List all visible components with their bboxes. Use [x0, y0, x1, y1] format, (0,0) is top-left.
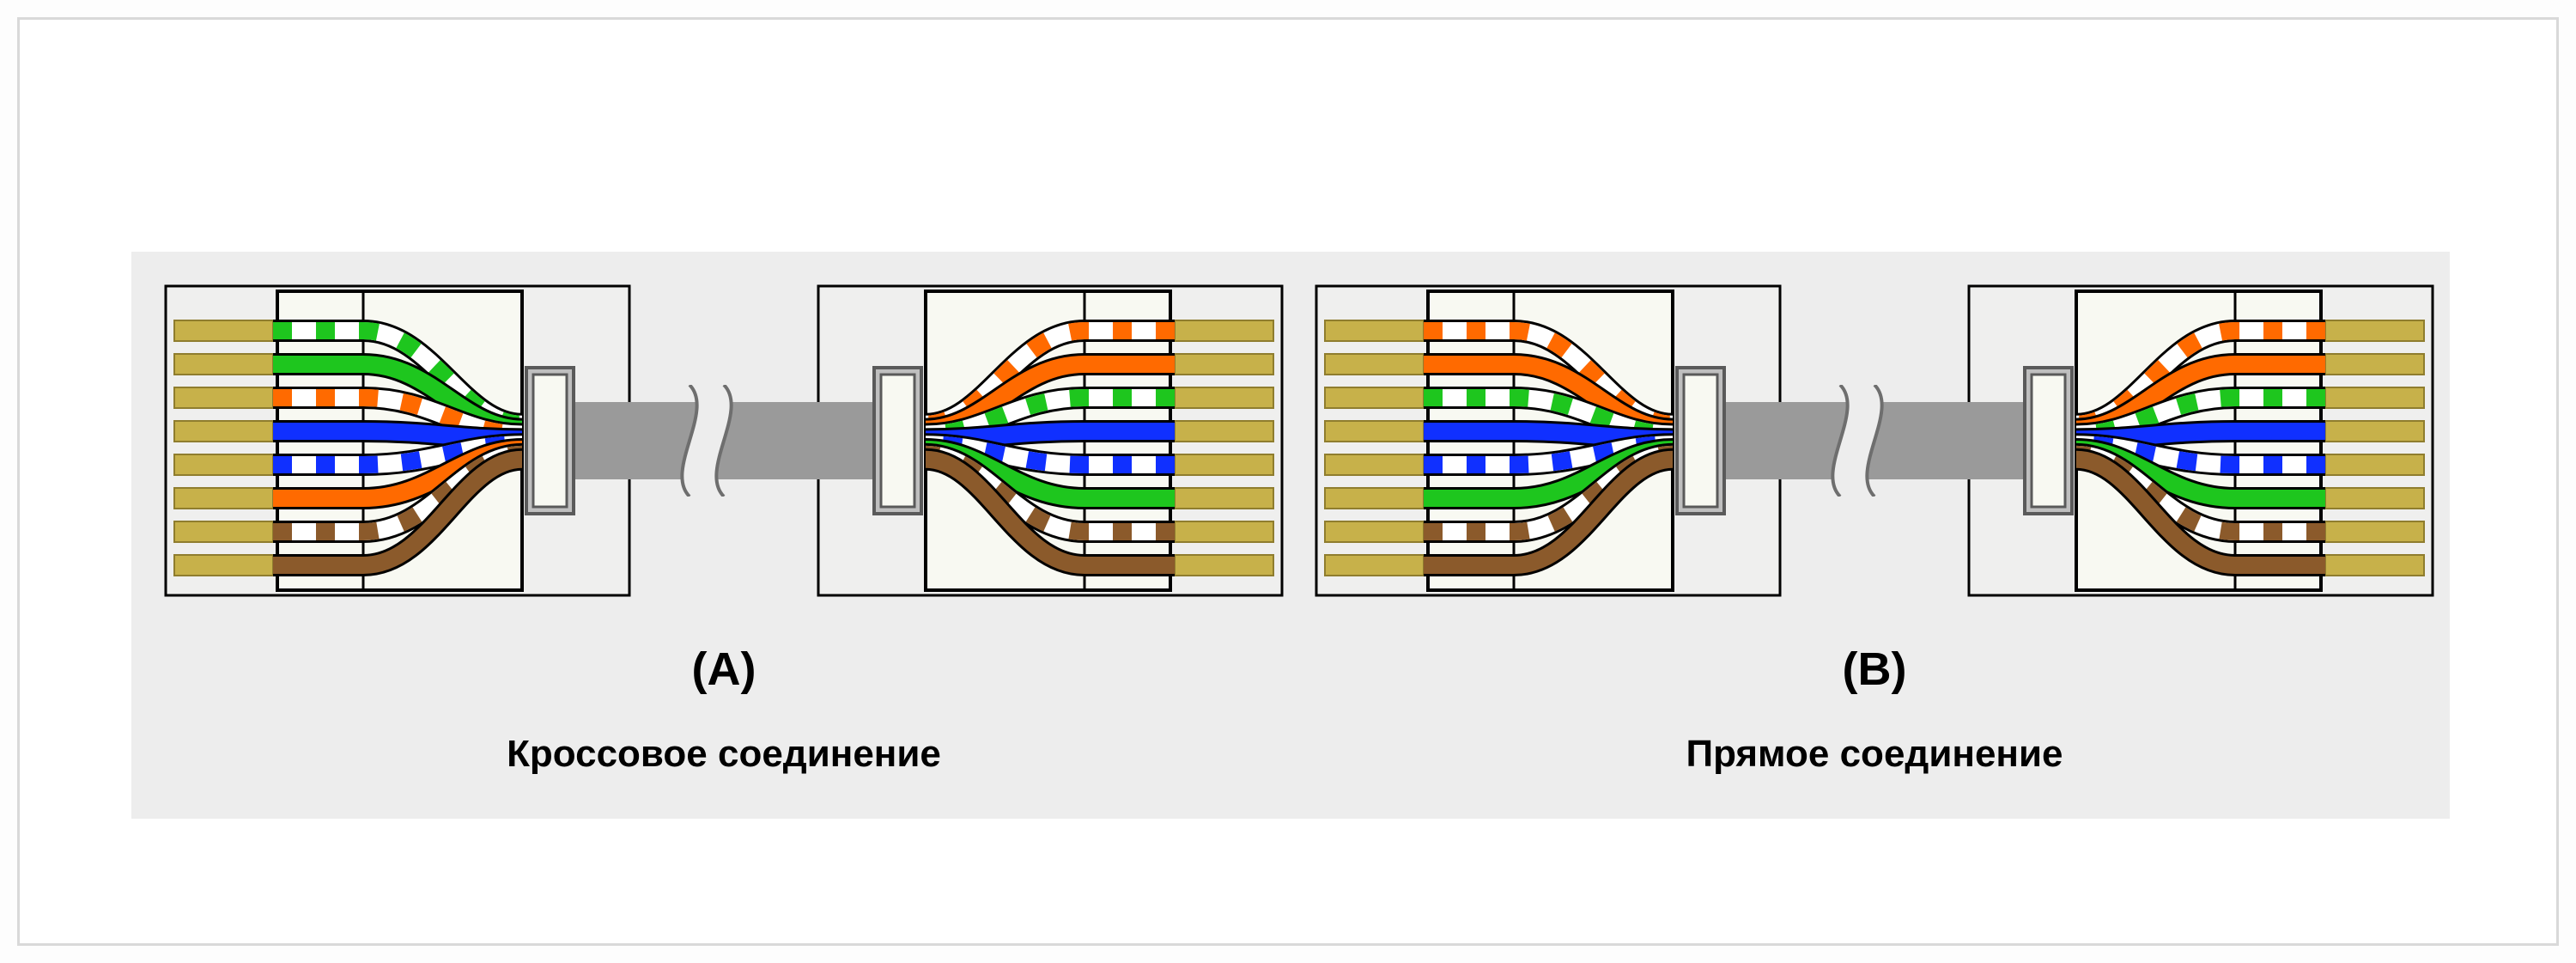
connector-b-left	[1316, 286, 1780, 595]
connector-b-right	[1969, 286, 2433, 595]
group-b: (B) Прямое соединение	[1316, 269, 2433, 630]
connector-a-left	[166, 286, 629, 595]
cable-break-icon	[672, 385, 775, 497]
cable-break-icon	[1823, 385, 1926, 497]
section-caption-b: Прямое соединение	[1316, 733, 2433, 776]
section-letter-a: (A)	[166, 643, 1282, 696]
diagram-panel: (A) Кроссовое соединение (B) Прямое соед…	[131, 252, 2450, 819]
section-letter-b: (B)	[1316, 643, 2433, 696]
group-a: (A) Кроссовое соединение	[166, 269, 1282, 630]
outer-frame: (A) Кроссовое соединение (B) Прямое соед…	[17, 17, 2559, 946]
connector-a-right	[818, 286, 1282, 595]
section-caption-a: Кроссовое соединение	[166, 733, 1282, 776]
